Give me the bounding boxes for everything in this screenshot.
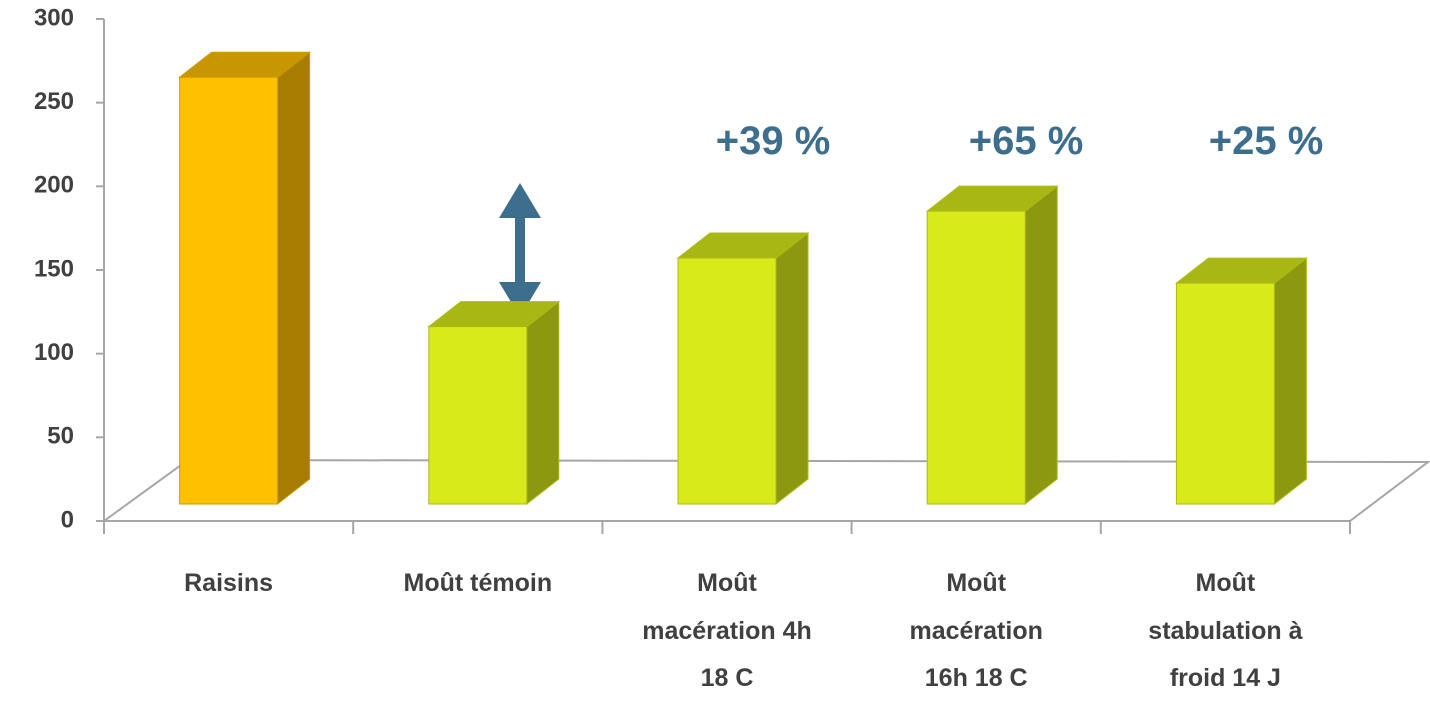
bar-front <box>179 76 279 505</box>
chart: 0 50 100 150 200 250 300 +39 % +65 % +25 % <box>34 4 1430 534</box>
bar <box>925 185 1059 506</box>
bar-side <box>277 51 311 506</box>
x-tick-label: Moût stabulation à froid 14 J <box>1148 569 1303 692</box>
bar-front <box>677 257 777 505</box>
x-tick-label: Moût macération 4h 18 C <box>642 569 812 692</box>
bar-side <box>775 231 809 506</box>
annotation: +65 % <box>969 119 1084 163</box>
y-tick-label: 100 <box>34 339 74 366</box>
bar <box>1174 257 1308 506</box>
y-tick-label: 0 <box>61 506 74 533</box>
annotation: +25 % <box>1209 119 1324 163</box>
bar-front <box>926 210 1026 505</box>
x-tick-label: Raisins <box>184 569 274 597</box>
bar-front <box>1175 282 1275 505</box>
floor <box>100 458 1430 522</box>
y-tick-label: 50 <box>47 423 74 450</box>
arrow <box>499 183 541 317</box>
y-tick-label: 200 <box>34 172 74 199</box>
bar-front <box>428 326 528 505</box>
bar-side <box>1273 257 1307 506</box>
bar <box>178 51 312 506</box>
x-tick-label: Moût témoin <box>403 569 553 597</box>
bar-side <box>526 300 560 506</box>
x-tick-label: Moût macération 16h 18 C <box>909 569 1043 692</box>
bar <box>427 300 561 506</box>
y-tick-label: 150 <box>34 255 74 282</box>
bar <box>676 231 810 506</box>
y-tick-label: 250 <box>34 88 74 115</box>
y-tick-label: 300 <box>34 4 74 31</box>
bar-side <box>1024 185 1058 506</box>
annotation: +39 % <box>716 119 831 163</box>
